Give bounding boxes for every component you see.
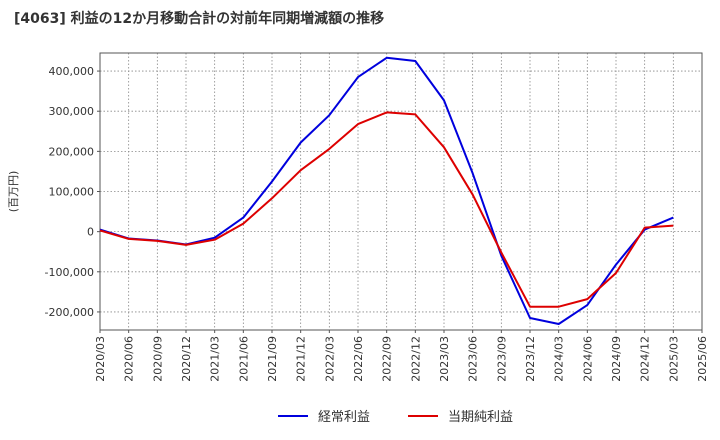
legend-label-1: 経常利益 bbox=[318, 410, 370, 425]
x-tick-label: 2020/03 bbox=[94, 336, 107, 382]
x-tick-label: 2021/12 bbox=[295, 336, 308, 382]
legend-label-2: 当期純利益 bbox=[448, 410, 513, 425]
chart-title: [4063] 利益の12か月移動合計の対前年同期増減額の推移 bbox=[14, 11, 385, 27]
x-tick-label: 2024/09 bbox=[610, 336, 623, 382]
y-tick-label: 300,000 bbox=[49, 105, 95, 118]
x-tick-label: 2021/03 bbox=[209, 336, 222, 382]
y-tick-label: -200,000 bbox=[45, 306, 94, 319]
y-axis-label: (百万円) bbox=[7, 171, 20, 213]
x-tick-label: 2020/06 bbox=[123, 336, 136, 382]
x-tick-label: 2024/06 bbox=[581, 336, 594, 382]
y-tick-label: 100,000 bbox=[49, 186, 95, 199]
x-tick-label: 2025/06 bbox=[696, 336, 709, 382]
x-tick-label: 2023/12 bbox=[524, 336, 537, 382]
x-tick-label: 2024/12 bbox=[639, 336, 652, 382]
x-tick-label: 2022/12 bbox=[409, 336, 422, 382]
x-tick-label: 2020/09 bbox=[151, 336, 164, 382]
x-tick-label: 2020/12 bbox=[180, 336, 193, 382]
x-tick-label: 2022/09 bbox=[381, 336, 394, 382]
x-tick-label: 2022/03 bbox=[323, 336, 336, 382]
x-tick-label: 2023/06 bbox=[467, 336, 480, 382]
x-tick-label: 2022/06 bbox=[352, 336, 365, 382]
x-tick-label: 2025/03 bbox=[667, 336, 680, 382]
y-tick-label: 0 bbox=[87, 226, 94, 239]
x-tick-label: 2021/09 bbox=[266, 336, 279, 382]
x-tick-label: 2023/03 bbox=[438, 336, 451, 382]
y-tick-label: 200,000 bbox=[49, 145, 95, 158]
y-tick-label: -100,000 bbox=[45, 266, 94, 279]
x-tick-label: 2021/06 bbox=[237, 336, 250, 382]
y-tick-label: 400,000 bbox=[49, 65, 95, 78]
x-tick-label: 2024/03 bbox=[553, 336, 566, 382]
series-line-2 bbox=[99, 111, 674, 308]
x-tick-label: 2023/09 bbox=[495, 336, 508, 382]
